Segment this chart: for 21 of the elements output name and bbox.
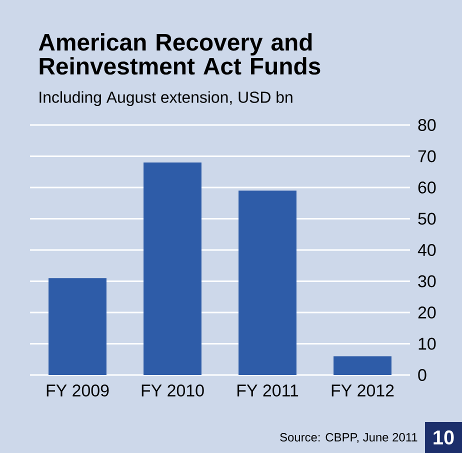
y-tick-label: 60 [418, 181, 436, 194]
y-tick-label: 0 [418, 368, 426, 381]
y-tick-label: 70 [418, 150, 436, 162]
chart-subtitle: Including August extension, USD bn [40, 91, 292, 106]
y-tick-label: 80 [418, 118, 436, 131]
y-tick-label: 50 [418, 212, 436, 225]
y-tick-label: 30 [418, 275, 436, 288]
x-tick-label: FY 2011 [238, 384, 298, 396]
y-tick-label: 40 [418, 244, 436, 256]
source-note: Source: CBPP, June 2011 [280, 433, 418, 443]
y-tick-label: 20 [418, 306, 436, 318]
bar [238, 190, 296, 375]
bar [48, 278, 106, 375]
bar [144, 162, 202, 375]
y-tick-label: 10 [418, 338, 436, 350]
x-tick-label: FY 2010 [142, 384, 204, 396]
chart-title: American Recovery and Reinvestment Act Funds [38, 33, 320, 75]
x-tick-label: FY 2012 [332, 384, 394, 396]
x-tick-label: FY 2009 [46, 384, 109, 396]
bar [334, 356, 392, 375]
text: 10 [434, 430, 454, 445]
